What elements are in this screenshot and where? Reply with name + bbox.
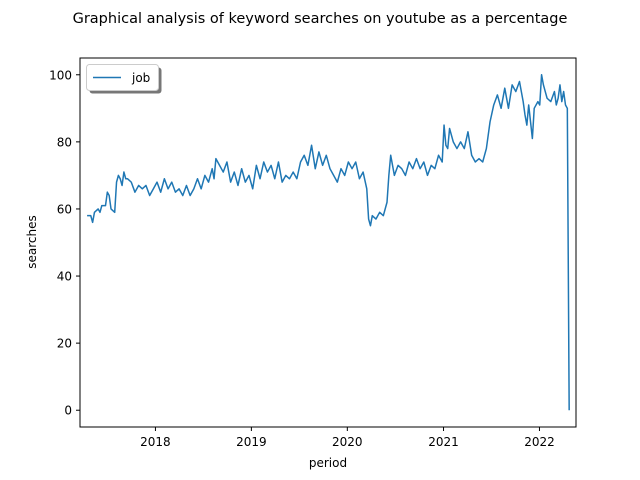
x-tick-label: 2018 [140,435,171,449]
y-tick-label: 100 [49,68,72,82]
y-tick-label: 60 [57,202,72,216]
series-line-job [87,74,570,411]
y-tick-label: 80 [57,135,72,149]
x-tick-label: 2020 [332,435,363,449]
plot-area [87,74,570,411]
legend-box [86,64,159,91]
y-tick-label: 20 [57,337,72,351]
x-tick-label: 2021 [428,435,459,449]
x-axis: 2018 2019 2020 2021 2022 [140,427,555,449]
y-tick-label: 40 [57,270,72,284]
y-axis: 0 20 40 60 80 100 [49,68,80,418]
chart-title: Graphical analysis of keyword searches o… [73,11,568,27]
x-axis-label: period [309,456,347,470]
y-axis-label: searches [25,215,39,269]
y-tick-label: 0 [64,404,72,418]
legend-label-job: job [131,71,150,85]
axes-frame [79,57,577,428]
x-tick-label: 2019 [236,435,267,449]
x-tick-label: 2022 [524,435,555,449]
legend: job [86,64,162,94]
